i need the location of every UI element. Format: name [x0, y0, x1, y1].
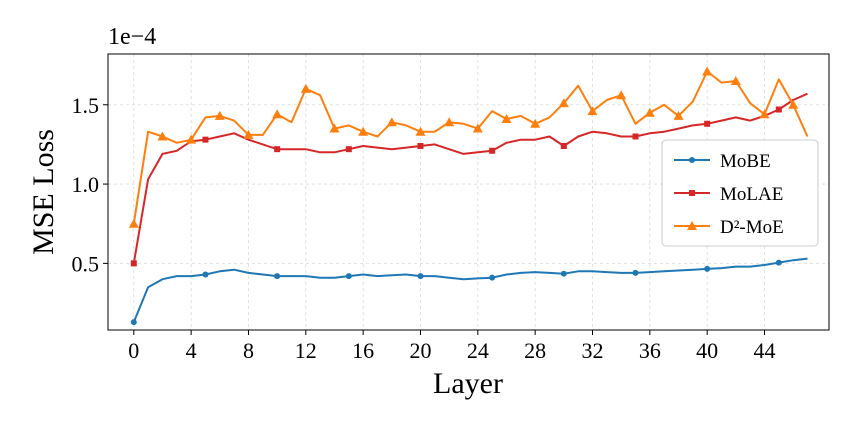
data-point-d2moe — [272, 109, 283, 119]
y-scale-label: 1e−4 — [108, 24, 156, 50]
data-point-d2moe — [616, 90, 627, 100]
x-tick-label: 20 — [409, 338, 431, 363]
axes: 0 4 8 12 16 20 24 28 32 36 40 44 0.5 1.0 1.5 — [72, 93, 776, 363]
data-point-d2moe — [644, 107, 655, 117]
series-d2moe — [128, 66, 809, 228]
data-point-d2moe — [702, 66, 713, 76]
series-line-mobe — [132, 257, 808, 323]
x-tick-label: 24 — [467, 338, 489, 363]
data-point-mobe — [345, 273, 352, 280]
data-point-mobe — [775, 259, 782, 266]
data-point-mobe — [417, 273, 424, 280]
data-point-d2moe — [587, 106, 598, 116]
data-point-d2moe — [358, 126, 369, 136]
data-point-molae — [704, 120, 711, 127]
data-point-molae — [130, 260, 137, 267]
data-point-d2moe — [157, 131, 168, 141]
x-tick-label: 0 — [128, 338, 139, 363]
data-point-molae — [202, 136, 209, 143]
legend-label-molae: MoLAE — [720, 184, 783, 205]
legend-label-mobe: MoBE — [720, 151, 771, 172]
x-tick-label: 44 — [753, 338, 775, 363]
legend-box — [661, 139, 819, 247]
data-point-mobe — [560, 270, 567, 277]
data-point-d2moe — [214, 110, 225, 120]
y-tick-label: 1.5 — [72, 93, 100, 118]
series-line-d2moe — [132, 70, 809, 224]
data-point-d2moe — [300, 83, 311, 93]
legend-marker-mobe — [689, 157, 695, 163]
x-tick-label: 4 — [186, 338, 197, 363]
legend-label-d2moe: D²-MoE — [720, 217, 784, 238]
data-point-molae — [417, 143, 424, 149]
y-tick-label: 1.0 — [72, 172, 100, 197]
plot-frame — [107, 53, 830, 331]
legend: MoBE MoLAE D²-MoE — [661, 139, 819, 247]
data-point-d2moe — [444, 117, 455, 127]
data-point-molae — [775, 106, 782, 113]
data-point-d2moe — [730, 75, 741, 85]
data-point-d2moe — [530, 118, 541, 128]
data-point-molae — [489, 147, 496, 154]
data-point-molae — [560, 143, 567, 149]
data-point-molae — [632, 133, 639, 140]
data-point-d2moe — [759, 109, 770, 119]
x-tick-label: 32 — [581, 338, 603, 363]
data-point-d2moe — [788, 99, 799, 109]
data-point-d2moe — [415, 126, 426, 136]
x-tick-label: 16 — [352, 338, 374, 363]
data-point-d2moe — [472, 123, 483, 133]
data-point-d2moe — [386, 117, 397, 127]
x-tick-label: 28 — [524, 338, 546, 363]
data-point-d2moe — [501, 114, 512, 124]
x-tick-label: 12 — [295, 338, 317, 363]
legend-marker-d2moe — [687, 221, 697, 230]
y-axis-label: MSE Loss — [27, 129, 60, 255]
y-tick-label: 0.5 — [72, 251, 100, 276]
series-group — [128, 66, 809, 326]
data-point-mobe — [274, 273, 281, 280]
data-point-mobe — [704, 265, 711, 272]
data-point-d2moe — [673, 110, 684, 120]
data-point-molae — [345, 146, 352, 153]
data-point-mobe — [489, 274, 496, 281]
legend-marker-molae — [689, 190, 695, 196]
data-point-mobe — [130, 319, 137, 326]
data-point-d2moe — [243, 129, 254, 139]
data-point-d2moe — [329, 123, 340, 133]
series-mobe — [130, 257, 808, 326]
data-point-mobe — [202, 271, 209, 278]
data-point-d2moe — [558, 98, 569, 108]
x-tick-label: 8 — [243, 338, 254, 363]
data-point-mobe — [632, 269, 639, 276]
x-tick-label: 40 — [696, 338, 718, 363]
data-point-d2moe — [186, 134, 197, 144]
data-point-molae — [274, 146, 281, 153]
x-tick-label: 36 — [639, 338, 661, 363]
data-point-d2moe — [128, 218, 139, 228]
x-axis-label: Layer — [433, 367, 503, 400]
